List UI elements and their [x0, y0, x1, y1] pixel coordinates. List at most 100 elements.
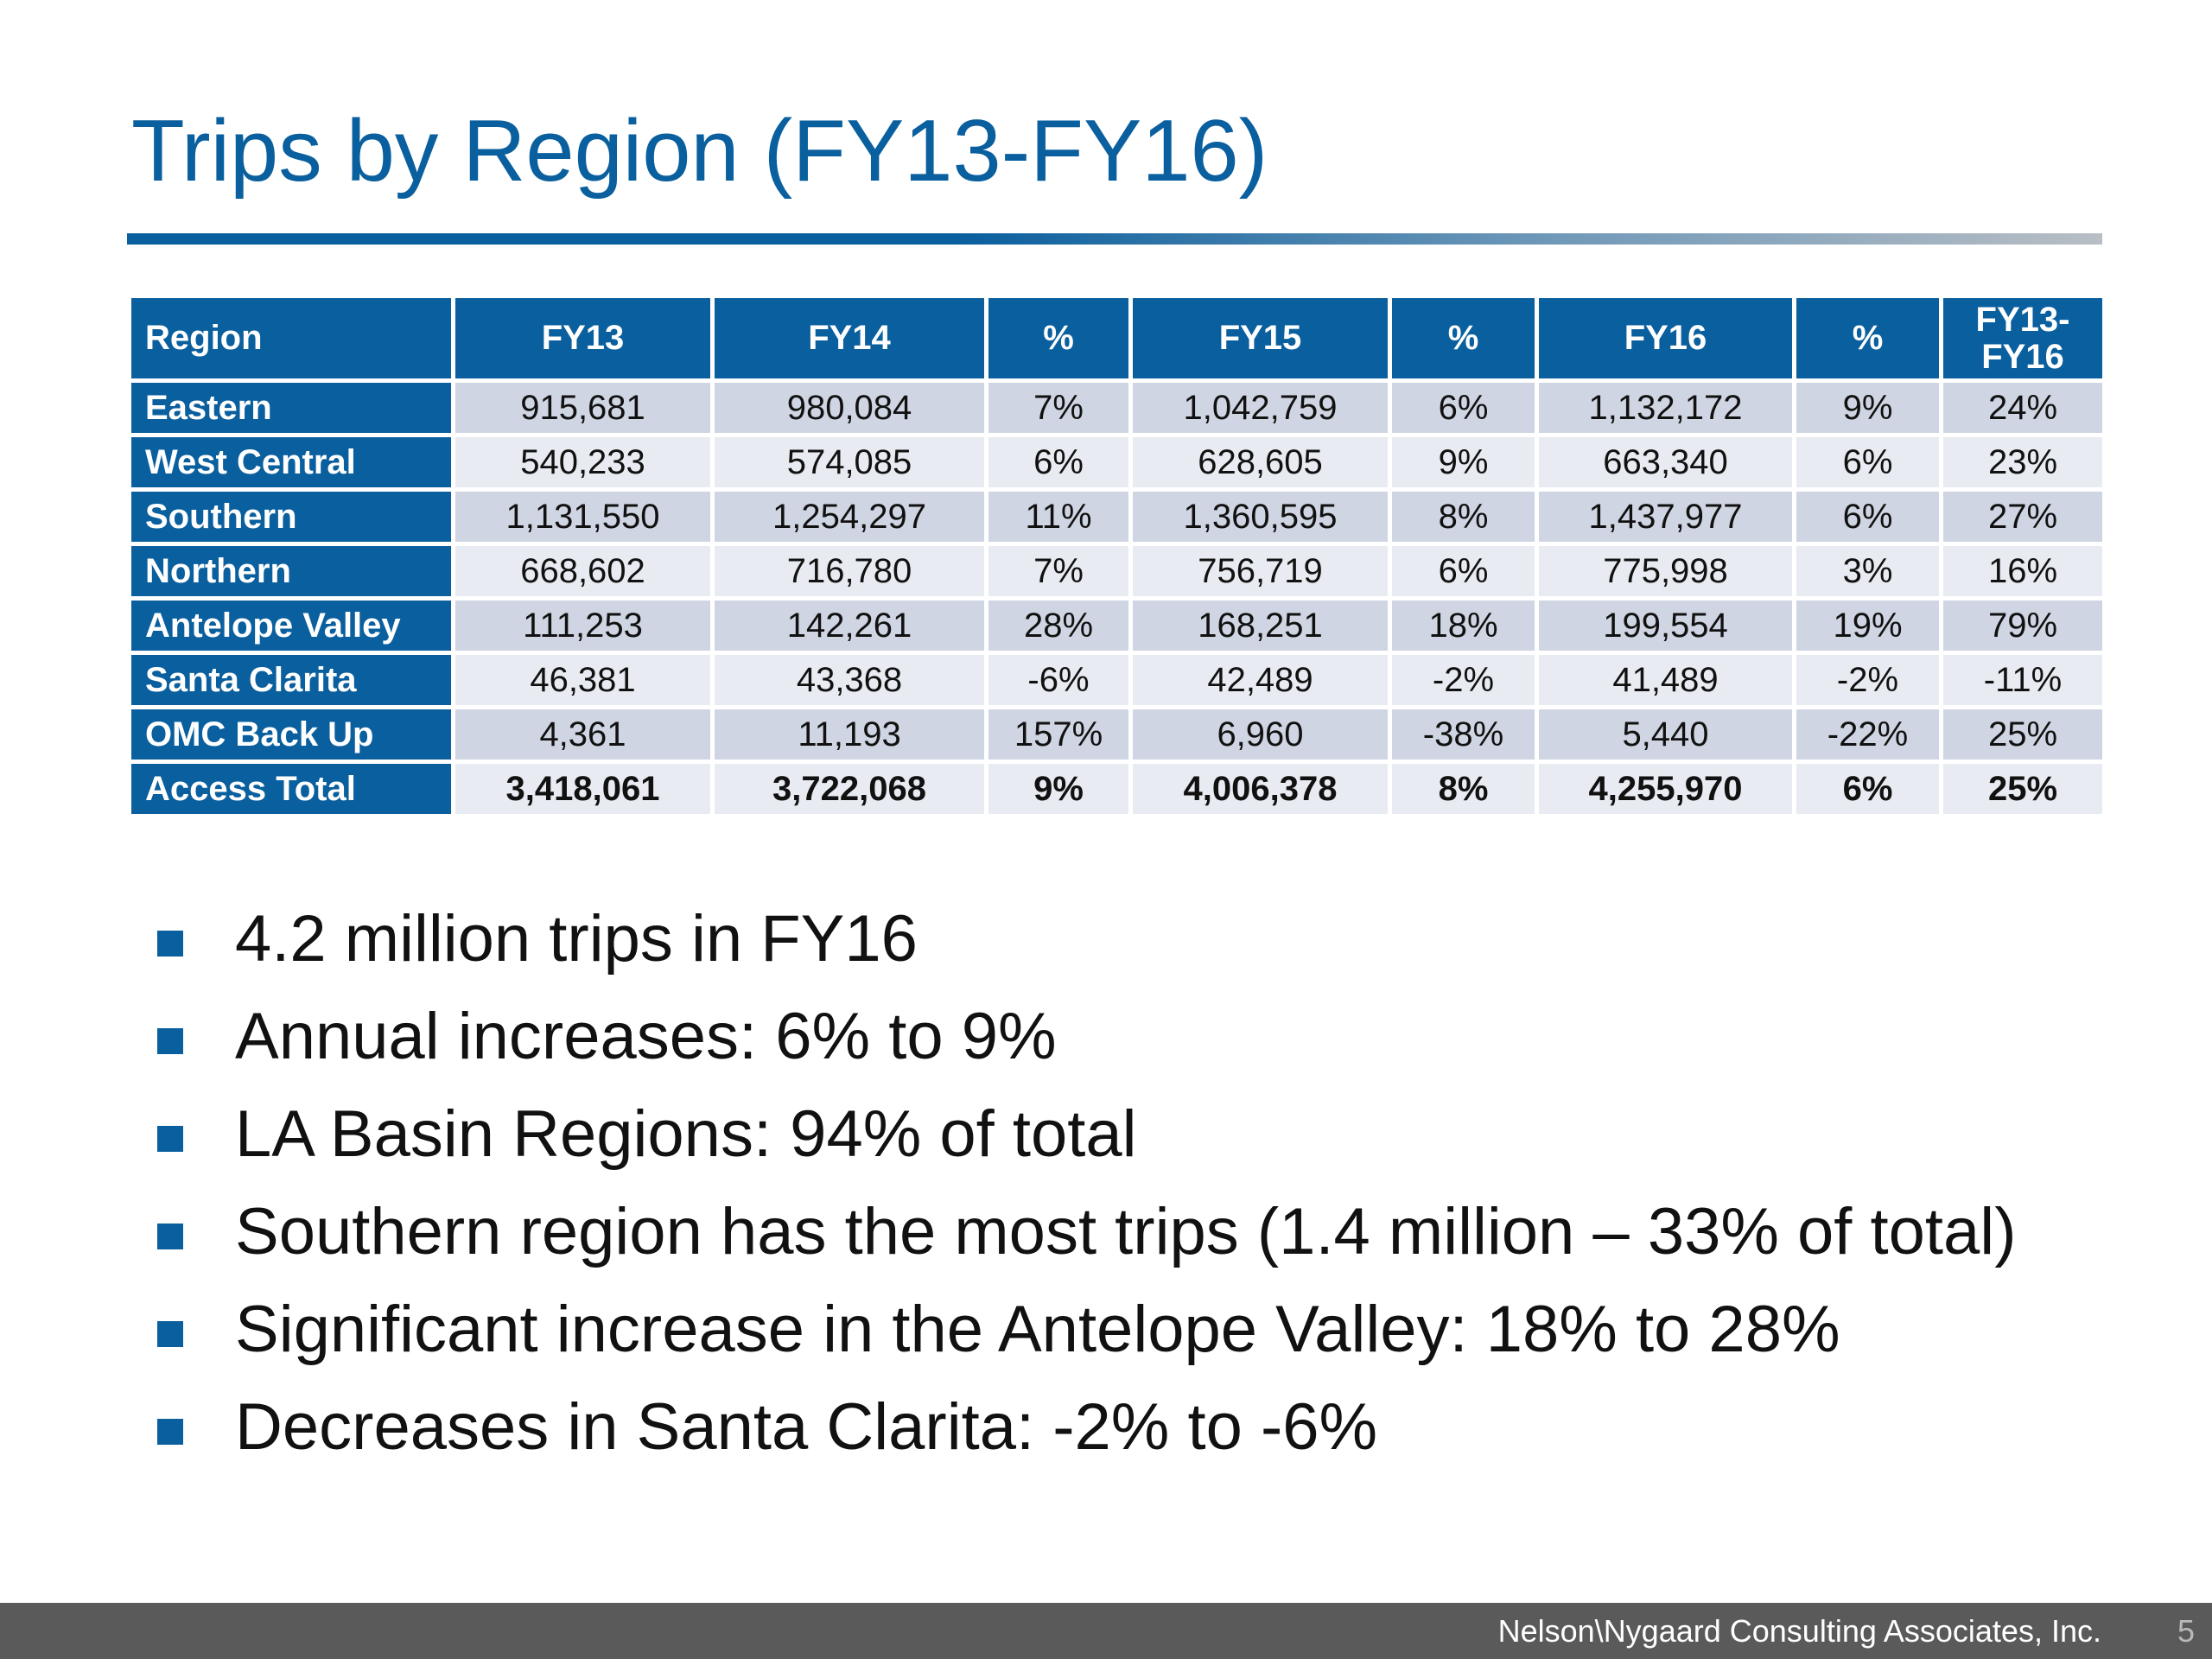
cell-fy16: 5,440	[1539, 709, 1792, 760]
cell-fy14: 142,261	[715, 601, 984, 651]
header-pct-fy14: %	[988, 298, 1128, 378]
cell-fy15: 628,605	[1133, 437, 1388, 487]
header-pct-fy16: %	[1796, 298, 1939, 378]
cell-pct-fy14: 157%	[988, 709, 1128, 760]
header-pct-fy15: %	[1392, 298, 1535, 378]
cell-fy13-fy16: 25%	[1943, 709, 2102, 760]
cell-fy13-fy16: 27%	[1943, 492, 2102, 542]
page-number: 5	[2177, 1613, 2195, 1649]
header-fy13-fy16-line1: FY13-	[1975, 300, 2070, 339]
square-bullet-icon	[157, 1321, 183, 1347]
cell-fy13-fy16: 23%	[1943, 437, 2102, 487]
cell-fy14: 980,084	[715, 383, 984, 433]
square-bullet-icon	[157, 1126, 183, 1152]
cell-fy13-fy16: 24%	[1943, 383, 2102, 433]
cell-fy16: 1,437,977	[1539, 492, 1792, 542]
bullet-item: Decreases in Santa Clarita: -2% to -6%	[156, 1378, 2017, 1476]
bullet-item: 4.2 million trips in FY16	[156, 890, 2017, 988]
cell-fy13: 668,602	[455, 546, 710, 596]
bullet-text: LA Basin Regions: 94% of total	[235, 1097, 1137, 1171]
cell-fy15: 1,360,595	[1133, 492, 1388, 542]
cell-region: Eastern	[131, 383, 451, 433]
cell-fy14: 11,193	[715, 709, 984, 760]
header-fy14: FY14	[715, 298, 984, 378]
cell-fy13: 4,361	[455, 709, 710, 760]
trips-table: Region FY13 FY14 % FY15 % FY16 % FY13- F…	[127, 294, 2107, 818]
cell-fy13-fy16: 79%	[1943, 601, 2102, 651]
cell-fy13: 111,253	[455, 601, 710, 651]
cell-pct-fy14: 11%	[988, 492, 1128, 542]
table-row: Eastern 915,681 980,084 7% 1,042,759 6% 1,132,…	[131, 383, 2102, 433]
cell-region: Northern	[131, 546, 451, 596]
cell-fy16: 663,340	[1539, 437, 1792, 487]
cell-pct-fy15: 18%	[1392, 601, 1535, 651]
bullet-text: Southern region has the most trips (1.4 …	[235, 1195, 2017, 1268]
cell-fy15: 6,960	[1133, 709, 1388, 760]
bullet-text: 4.2 million trips in FY16	[235, 902, 918, 976]
cell-pct-fy15: -2%	[1392, 655, 1535, 705]
cell-fy13-fy16: 16%	[1943, 546, 2102, 596]
cell-pct-fy16: 9%	[1796, 383, 1939, 433]
cell-pct-fy14: 7%	[988, 383, 1128, 433]
cell-fy14: 1,254,297	[715, 492, 984, 542]
bullet-text: Significant increase in the Antelope Val…	[235, 1293, 1840, 1366]
bullet-item: Annual increases: 6% to 9%	[156, 988, 2017, 1085]
cell-region: OMC Back Up	[131, 709, 451, 760]
header-fy16: FY16	[1539, 298, 1792, 378]
cell-fy14: 43,368	[715, 655, 984, 705]
bullet-text: Annual increases: 6% to 9%	[235, 1000, 1057, 1073]
square-bullet-icon	[157, 1224, 183, 1249]
cell-pct-fy16: 6%	[1796, 764, 1939, 814]
cell-pct-fy14: 7%	[988, 546, 1128, 596]
table-row: OMC Back Up 4,361 11,193 157% 6,960 -38% 5,440…	[131, 709, 2102, 760]
cell-region: Santa Clarita	[131, 655, 451, 705]
title-divider	[127, 233, 2102, 245]
header-fy13-fy16: FY13- FY16	[1943, 298, 2102, 378]
cell-fy13-fy16: 25%	[1943, 764, 2102, 814]
table-row: Southern 1,131,550 1,254,297 11% 1,360,595 8%…	[131, 492, 2102, 542]
cell-pct-fy15: 8%	[1392, 764, 1535, 814]
table-row: Northern 668,602 716,780 7% 756,719 6% 775,998…	[131, 546, 2102, 596]
footer-bar: Nelson\Nygaard Consulting Associates, In…	[0, 1603, 2212, 1659]
cell-fy13-fy16: -11%	[1943, 655, 2102, 705]
cell-pct-fy14: 9%	[988, 764, 1128, 814]
square-bullet-icon	[157, 1419, 183, 1445]
cell-pct-fy16: -22%	[1796, 709, 1939, 760]
cell-pct-fy16: 6%	[1796, 437, 1939, 487]
cell-region: Access Total	[131, 764, 451, 814]
cell-pct-fy16: 6%	[1796, 492, 1939, 542]
cell-pct-fy15: 8%	[1392, 492, 1535, 542]
square-bullet-icon	[157, 1028, 183, 1054]
cell-fy15: 756,719	[1133, 546, 1388, 596]
cell-fy13: 540,233	[455, 437, 710, 487]
table-header-row: Region FY13 FY14 % FY15 % FY16 % FY13- F…	[131, 298, 2102, 378]
cell-pct-fy14: -6%	[988, 655, 1128, 705]
cell-region: Antelope Valley	[131, 601, 451, 651]
header-region: Region	[131, 298, 451, 378]
header-fy15: FY15	[1133, 298, 1388, 378]
header-fy13-fy16-line2: FY16	[1981, 337, 2064, 376]
table-row: West Central 540,233 574,085 6% 628,605 9% 663…	[131, 437, 2102, 487]
bullet-item: LA Basin Regions: 94% of total	[156, 1085, 2017, 1183]
cell-pct-fy16: 3%	[1796, 546, 1939, 596]
cell-pct-fy16: 19%	[1796, 601, 1939, 651]
bullet-text: Decreases in Santa Clarita: -2% to -6%	[235, 1390, 1378, 1464]
cell-fy13: 3,418,061	[455, 764, 710, 814]
cell-pct-fy16: -2%	[1796, 655, 1939, 705]
cell-pct-fy14: 6%	[988, 437, 1128, 487]
cell-fy16: 199,554	[1539, 601, 1792, 651]
cell-pct-fy15: 9%	[1392, 437, 1535, 487]
cell-fy14: 3,722,068	[715, 764, 984, 814]
cell-fy14: 716,780	[715, 546, 984, 596]
cell-pct-fy14: 28%	[988, 601, 1128, 651]
cell-fy16: 1,132,172	[1539, 383, 1792, 433]
header-fy13: FY13	[455, 298, 710, 378]
cell-pct-fy15: 6%	[1392, 383, 1535, 433]
cell-pct-fy15: 6%	[1392, 546, 1535, 596]
bullet-item: Significant increase in the Antelope Val…	[156, 1281, 2017, 1378]
cell-fy16: 775,998	[1539, 546, 1792, 596]
footer-company: Nelson\Nygaard Consulting Associates, In…	[1497, 1613, 2101, 1649]
slide-title: Trips by Region (FY13-FY16)	[131, 103, 1268, 200]
cell-fy15: 168,251	[1133, 601, 1388, 651]
table-total-row: Access Total 3,418,061 3,722,068 9% 4,006,37…	[131, 764, 2102, 814]
